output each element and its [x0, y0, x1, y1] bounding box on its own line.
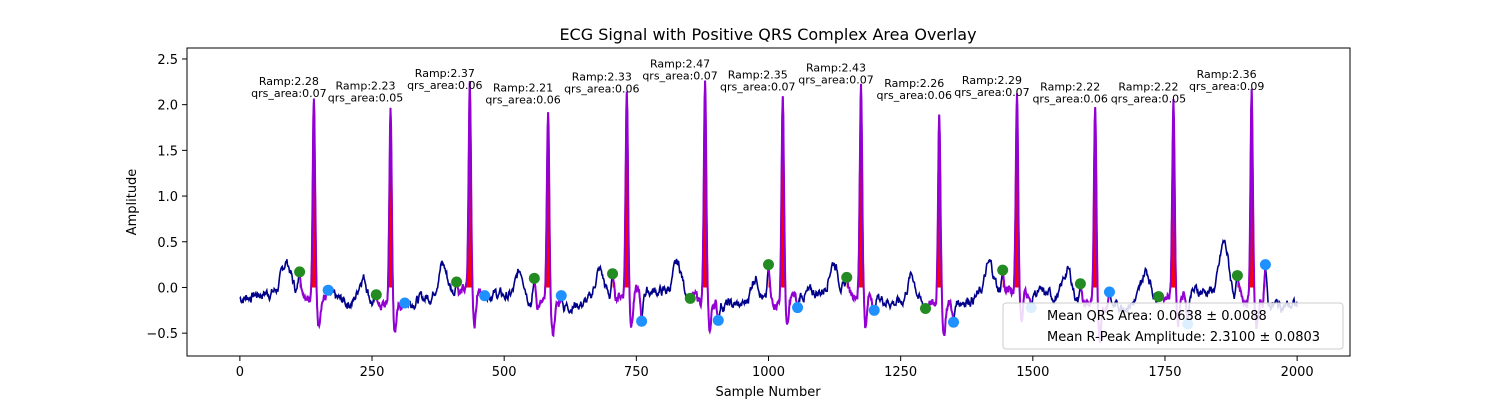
legend-box — [1002, 302, 1344, 350]
qrs-segment-6 — [689, 80, 720, 335]
qrs-onset-point-8 — [841, 271, 853, 283]
y-tick-label-2.5: 2.5 — [157, 53, 178, 68]
r-peak-annotation-13: Ramp:2.36 — [1197, 68, 1257, 81]
qrs-offset-point-8 — [868, 304, 880, 316]
qrs-onset-point-1 — [294, 266, 306, 278]
qrs-onset-point-13 — [1231, 270, 1243, 282]
qrs-area-annotation-1: qrs_area:0.07 — [251, 87, 326, 100]
qrs-offset-point-5 — [636, 315, 648, 327]
r-peak-annotation-9: Ramp:2.26 — [884, 77, 944, 90]
x-tick-label-2000: 2000 — [1281, 365, 1314, 380]
qrs-segment-3 — [455, 81, 486, 329]
qrs-area-fill-1 — [299, 98, 329, 288]
r-peak-annotation-12: Ramp:2.22 — [1118, 81, 1178, 94]
r-peak-annotation-6: Ramp:2.47 — [650, 58, 710, 71]
x-tick-label-1500: 1500 — [1016, 365, 1049, 380]
x-tick-label-1750: 1750 — [1148, 365, 1181, 380]
qrs-area-annotation-7: qrs_area:0.07 — [720, 81, 795, 94]
r-peak-annotation-5: Ramp:2.33 — [572, 71, 632, 84]
qrs-area-fill-4 — [534, 112, 562, 288]
qrs-area-annotation-3: qrs_area:0.06 — [407, 79, 482, 92]
r-peak-annotation-11: Ramp:2.22 — [1040, 81, 1100, 94]
qrs-area-annotation-13: qrs_area:0.09 — [1189, 80, 1264, 93]
qrs-offset-point-6 — [712, 314, 724, 326]
qrs-onset-point-3 — [451, 276, 463, 288]
qrs-area-annotation-8: qrs_area:0.07 — [798, 73, 873, 86]
legend-entry-r-peak: Mean R-Peak Amplitude: 2.3100 ± 0.0803 — [1047, 330, 1320, 345]
qrs-area-fill-11 — [1080, 107, 1110, 288]
y-tick-label-1.5: 1.5 — [157, 144, 178, 159]
y-tick-label-0: 0.0 — [157, 281, 178, 296]
qrs-onset-point-5 — [607, 268, 619, 280]
r-peak-annotation-10: Ramp:2.29 — [962, 74, 1022, 87]
qrs-offset-point-4 — [555, 290, 567, 302]
x-tick-label-1000: 1000 — [752, 365, 785, 380]
qrs-area-annotation-11: qrs_area:0.06 — [1032, 93, 1107, 106]
qrs-area-annotation-4: qrs_area:0.06 — [485, 93, 560, 106]
qrs-onset-point-10 — [997, 264, 1009, 276]
qrs-area-fill-13 — [1237, 88, 1266, 288]
qrs-segment-10 — [1001, 93, 1033, 324]
qrs-area-annotation-10: qrs_area:0.07 — [954, 86, 1029, 99]
qrs-onset-point-4 — [528, 272, 540, 284]
qrs-segment-5 — [611, 91, 643, 328]
chart-title: ECG Signal with Positive QRS Complex Are… — [559, 25, 976, 44]
y-tick-label--0.5: −0.5 — [146, 327, 178, 342]
r-peak-annotation-4: Ramp:2.21 — [493, 81, 553, 94]
qrs-segment-13 — [1236, 88, 1267, 330]
qrs-area-fill-10 — [1002, 93, 1032, 288]
r-peak-annotation-2: Ramp:2.23 — [336, 80, 396, 93]
qrs-segment-4 — [533, 112, 563, 338]
qrs-area-fill-2 — [376, 107, 405, 288]
qrs-onset-point-2 — [370, 289, 382, 301]
r-peak-annotation-8: Ramp:2.43 — [806, 61, 866, 74]
x-axis-label: Sample Number — [715, 385, 821, 400]
x-tick-label-500: 500 — [492, 365, 517, 380]
y-axis-label: Amplitude — [125, 169, 140, 236]
qrs-offset-point-3 — [479, 290, 491, 302]
x-tick-label-250: 250 — [360, 365, 385, 380]
qrs-offset-point-1 — [322, 284, 334, 296]
qrs-area-annotation-5: qrs_area:0.06 — [564, 83, 639, 96]
legend: Mean QRS Area: 0.0638 ± 0.0088 Mean R-Pe… — [1002, 302, 1344, 350]
qrs-offset-point-2 — [399, 297, 411, 309]
qrs-area-fill-7 — [768, 96, 798, 288]
qrs-onset-point-9 — [920, 302, 932, 314]
qrs-area-annotation-2: qrs_area:0.05 — [328, 92, 403, 105]
qrs-offset-point-9 — [948, 316, 960, 328]
qrs-segment-8 — [845, 83, 876, 329]
qrs-area-fill-9 — [925, 114, 954, 288]
r-peak-annotation-7: Ramp:2.35 — [728, 69, 788, 82]
qrs-segment-7 — [767, 96, 799, 325]
plot-layer: Ramp:2.28qrs_area:0.07Ramp:2.23qrs_area:… — [239, 58, 1298, 344]
x-tick-label-1250: 1250 — [884, 365, 917, 380]
qrs-segment-1 — [298, 98, 329, 330]
y-tick-label-2: 2.0 — [157, 99, 178, 114]
qrs-offset-point-7 — [792, 302, 804, 314]
axes-layer: 0 250 500 750 1000 1250 1500 1750 2000 −0.5 0.0 0.5… — [146, 53, 1313, 380]
r-peak-annotation-1: Ramp:2.28 — [259, 75, 319, 88]
qrs-area-fill-12 — [1158, 99, 1188, 288]
qrs-segment-9 — [925, 114, 955, 337]
qrs-area-annotation-12: qrs_area:0.05 — [1111, 93, 1186, 106]
qrs-onset-point-6 — [684, 292, 696, 304]
qrs-segment-2 — [375, 107, 406, 333]
y-tick-label-0.5: 0.5 — [157, 236, 178, 251]
qrs-onset-point-7 — [763, 259, 774, 271]
qrs-area-fill-5 — [612, 91, 642, 288]
qrs-area-annotation-6: qrs_area:0.07 — [642, 70, 717, 83]
qrs-offset-point-11 — [1103, 286, 1115, 298]
r-peak-annotation-3: Ramp:2.37 — [415, 67, 475, 80]
qrs-onset-point-12 — [1153, 291, 1165, 303]
qrs-area-annotation-9: qrs_area:0.06 — [877, 89, 952, 102]
qrs-onset-point-11 — [1074, 278, 1086, 290]
legend-entry-qrs-area: Mean QRS Area: 0.0638 ± 0.0088 — [1047, 309, 1267, 324]
y-tick-label-1: 1.0 — [157, 190, 178, 205]
x-tick-label-0: 0 — [236, 365, 244, 380]
x-tick-label-750: 750 — [624, 365, 649, 380]
qrs-offset-point-13 — [1259, 259, 1271, 271]
